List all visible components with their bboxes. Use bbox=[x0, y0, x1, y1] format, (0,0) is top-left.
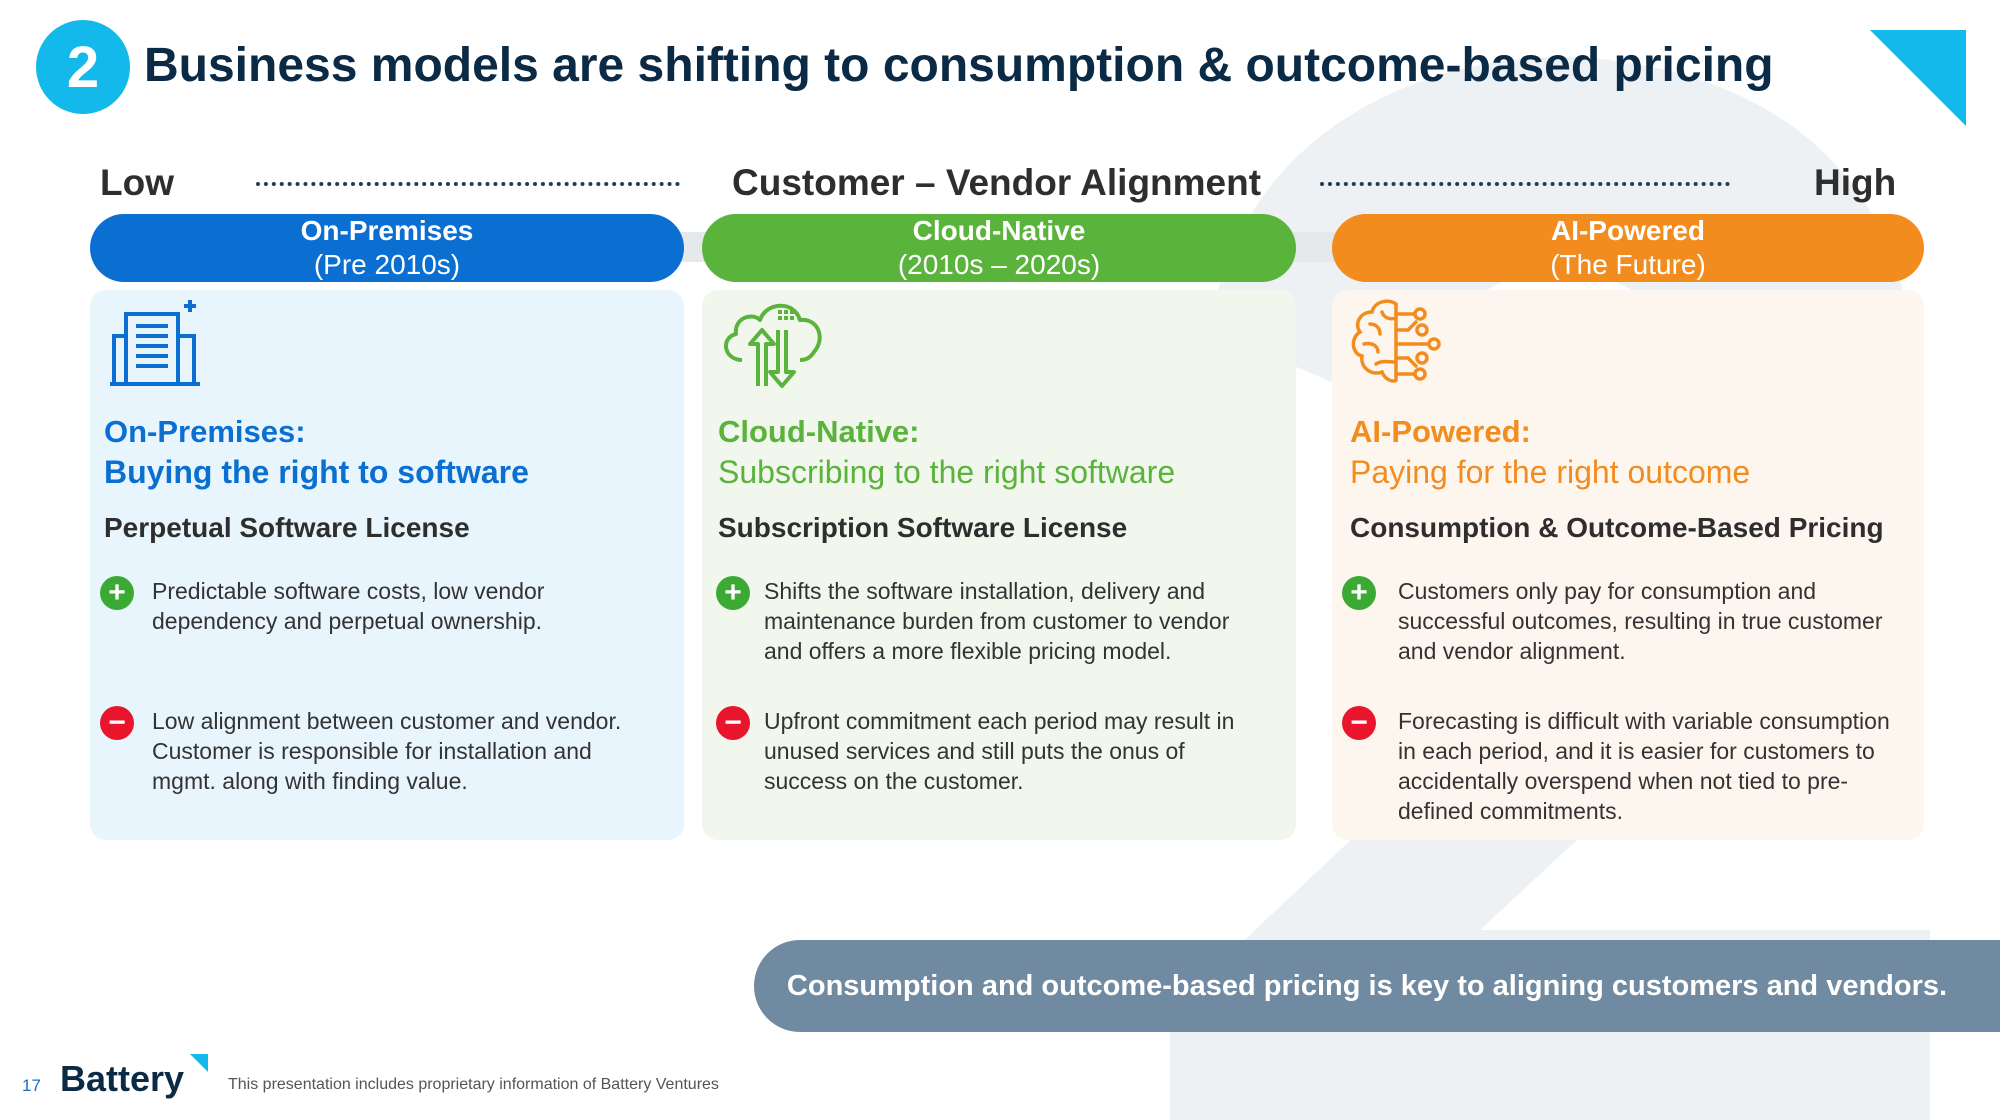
card-con-text: Forecasting is difficult with variable c… bbox=[1398, 708, 1890, 824]
office-building-icon bbox=[110, 300, 200, 386]
page-title: Business models are shifting to consumpt… bbox=[144, 39, 1774, 92]
card-license-type: Consumption & Outcome-Based Pricing bbox=[1350, 512, 1884, 543]
key-takeaway-banner: Consumption and outcome-based pricing is… bbox=[754, 940, 2000, 1032]
footer-disclaimer: This presentation includes proprietary i… bbox=[228, 1076, 719, 1093]
logo-accent-icon bbox=[190, 1054, 208, 1072]
pill-period: (2010s – 2020s) bbox=[897, 249, 1101, 280]
stage-card-cloud-native: Cloud-Native: Subscribing to the right s… bbox=[702, 290, 1296, 840]
cloud-upload-download-icon bbox=[724, 303, 822, 388]
card-subheading: Paying for the right outcome bbox=[1350, 454, 1751, 490]
plus-icon: + bbox=[100, 576, 134, 610]
pill-period: (The Future) bbox=[1550, 249, 1706, 280]
pill-title: On-Premises bbox=[300, 215, 474, 246]
stage-pill-on-premises: On-Premises (Pre 2010s) bbox=[90, 214, 684, 282]
pill-title: AI-Powered bbox=[1550, 215, 1706, 246]
scale-axis-label: Customer – Vendor Alignment bbox=[732, 162, 1262, 203]
minus-icon: − bbox=[1342, 706, 1376, 740]
card-heading: AI-Powered: bbox=[1350, 414, 1531, 449]
scale-high-label: High bbox=[1814, 162, 1897, 203]
corner-accent-triangle bbox=[1870, 30, 1966, 126]
slide-number-badge: 2 bbox=[36, 20, 130, 114]
card-pro-text: Customers only pay for consumption and s… bbox=[1398, 578, 1883, 664]
card-subheading: Buying the right to software bbox=[104, 454, 529, 490]
pill-period: (Pre 2010s) bbox=[313, 249, 461, 280]
plus-icon: + bbox=[1342, 576, 1376, 610]
ai-brain-icon bbox=[1351, 299, 1441, 383]
pill-title: Cloud-Native bbox=[912, 215, 1086, 246]
card-license-type: Subscription Software License bbox=[718, 512, 1128, 543]
footer-page-number: 17 bbox=[22, 1076, 41, 1095]
scale-dotted-line-left bbox=[256, 182, 680, 186]
scale-low-label: Low bbox=[100, 162, 174, 203]
card-license-type: Perpetual Software License bbox=[104, 512, 470, 543]
scale-dotted-line-right bbox=[1320, 182, 1730, 186]
card-con-text: Upfront commitment each period may resul… bbox=[764, 708, 1235, 794]
plus-icon: + bbox=[716, 576, 750, 610]
stage-card-ai-powered: AI-Powered: Paying for the right outcome… bbox=[1332, 290, 1924, 840]
minus-icon: − bbox=[100, 706, 134, 740]
card-pro-text: Predictable software costs, low vendor d… bbox=[152, 578, 545, 634]
card-subheading: Subscribing to the right software bbox=[718, 454, 1176, 490]
stage-pill-cloud-native: Cloud-Native (2010s – 2020s) bbox=[702, 214, 1296, 282]
card-heading: Cloud-Native: bbox=[718, 414, 920, 449]
card-con-text: Low alignment between customer and vendo… bbox=[152, 708, 622, 794]
minus-icon: − bbox=[716, 706, 750, 740]
battery-logo: Battery bbox=[60, 1058, 185, 1099]
stage-card-on-premises: On-Premises: Buying the right to softwar… bbox=[90, 290, 684, 840]
card-heading: On-Premises: bbox=[104, 414, 306, 449]
card-pro-text: Shifts the software installation, delive… bbox=[764, 578, 1230, 664]
stage-pill-ai-powered: AI-Powered (The Future) bbox=[1332, 214, 1924, 282]
